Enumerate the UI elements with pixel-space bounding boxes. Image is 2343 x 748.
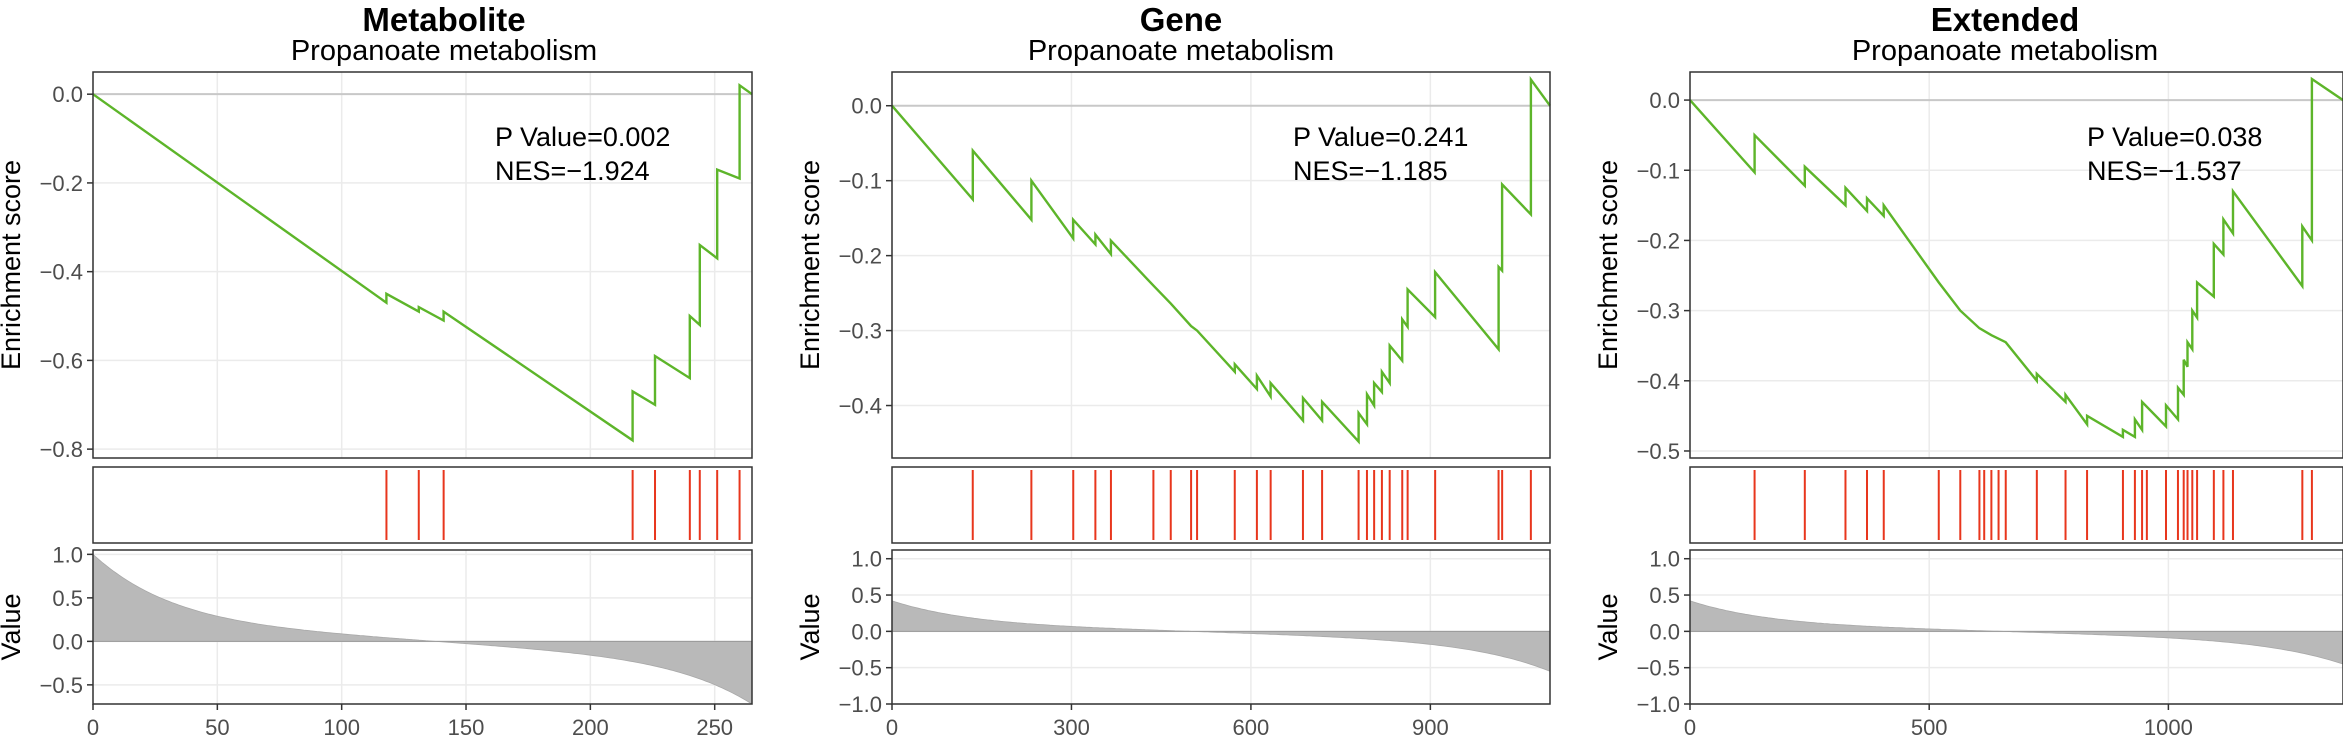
x-tick-label: 0 [1684,715,1696,740]
value-panel: 1.0 0.5 0.0 −0.5 Value 0 50 100 150 200 250 [0,542,753,740]
x-tick-label: 200 [572,715,609,740]
chart-subtitle: Propanoate metabolism [1852,35,2158,67]
hits-panel [92,466,753,544]
value-panel: 1.0 0.5 0.0 −0.5 −1.0 Value 0 300 600 900 [795,547,1551,740]
value-axis-label: Value [795,593,825,660]
x-tick-label: 0 [886,715,898,740]
value-y-tick-label: 1.0 [851,547,882,572]
y-tick-label: −0.4 [1637,369,1680,394]
x-tick-label: 600 [1233,715,1270,740]
enrichment-frame [1689,71,2343,459]
x-tick-label: 500 [1911,715,1948,740]
y-axis-label: Enrichment score [795,160,825,370]
hits-frame [891,466,1551,544]
value-axis-label: Value [0,593,26,660]
y-tick-label: −0.2 [1637,228,1680,253]
x-tick-label: 50 [205,715,229,740]
x-tick-label: 900 [1412,715,1449,740]
hits-panel [1689,466,2343,544]
y-axis-label: Enrichment score [1593,160,1623,370]
x-tick-label: 0 [87,715,99,740]
value-y-tick-label: 0.5 [851,583,882,608]
hits-panel [891,466,1551,544]
enrichment-curve [92,82,753,443]
y-tick-label: −0.1 [839,169,882,194]
nes-annotation: NES=−1.537 [2087,156,2242,186]
x-tick-label: 1000 [2144,715,2193,740]
y-tick-label: −0.6 [40,348,83,373]
enrichment-curve [891,75,1551,445]
y-tick-label: −0.1 [1637,158,1680,183]
y-tick-label: 0.0 [851,94,882,119]
value-y-tick-label: 0.0 [1649,619,1680,644]
chart-subtitle: Propanoate metabolism [291,35,597,67]
x-tick-label: 150 [448,715,485,740]
value-y-tick-label: −0.5 [1637,656,1680,681]
y-tick-label: −0.3 [839,319,882,344]
enrichment-frame [891,71,1551,459]
y-tick-label: −0.8 [40,437,83,462]
value-axis-label: Value [1593,593,1623,660]
value-y-tick-label: 0.0 [52,629,83,654]
hits-frame [92,466,753,544]
p-value-annotation: P Value=0.002 [495,122,670,152]
x-tick-label: 300 [1053,715,1090,740]
value-y-tick-label: 1.0 [52,542,83,567]
chart-title: Metabolite [362,1,525,38]
value-bars [891,600,1551,672]
y-tick-label: −0.3 [1637,299,1680,324]
value-y-tick-label: −0.5 [839,656,882,681]
x-tick-label: 100 [323,715,360,740]
value-y-tick-label: 0.0 [851,619,882,644]
y-tick-label: −0.4 [40,260,83,285]
y-tick-label: −0.4 [839,394,882,419]
x-tick-label: 250 [696,715,733,740]
chart-title: Extended [1931,1,2080,38]
enrichment-curve [1689,76,2343,439]
value-bars [92,553,753,705]
value-frame [92,549,753,705]
value-y-tick-label: 1.0 [1649,547,1680,572]
nes-annotation: NES=−1.185 [1293,156,1448,186]
value-y-tick-label: 0.5 [1649,583,1680,608]
value-y-tick-label: −0.5 [40,673,83,698]
y-tick-label: −0.5 [1637,439,1680,464]
value-bars [1689,600,2343,665]
p-value-annotation: P Value=0.241 [1293,122,1468,152]
enrichment-panel: 0.0 −0.2 −0.4 −0.6 −0.8 Enrichment score P Val… [0,71,753,462]
enrichment-frame [92,71,753,459]
value-panel: 1.0 0.5 0.0 −0.5 −1.0 Value 0 500 1000 [1593,547,2343,740]
y-tick-label: −0.2 [40,171,83,196]
p-value-annotation: P Value=0.038 [2087,122,2262,152]
value-frame [891,549,1551,705]
value-y-tick-label: −1.0 [1637,692,1680,717]
y-tick-label: 0.0 [1649,88,1680,113]
chart-subtitle: Propanoate metabolism [1028,35,1334,67]
nes-annotation: NES=−1.924 [495,156,650,186]
enrichment-panel: 0.0 −0.1 −0.2 −0.3 −0.4 −0.5 Enrichment score P… [1593,71,2343,464]
y-tick-label: 0.0 [52,82,83,107]
value-frame [1689,549,2343,705]
value-y-tick-label: 0.5 [52,586,83,611]
chart-title: Gene [1140,1,1223,38]
enrichment-panel: 0.0 −0.1 −0.2 −0.3 −0.4 Enrichment score P Val… [795,71,1551,459]
hits-frame [1689,466,2343,544]
y-axis-label: Enrichment score [0,160,26,370]
value-y-tick-label: −1.0 [839,692,882,717]
y-tick-label: −0.2 [839,244,882,269]
